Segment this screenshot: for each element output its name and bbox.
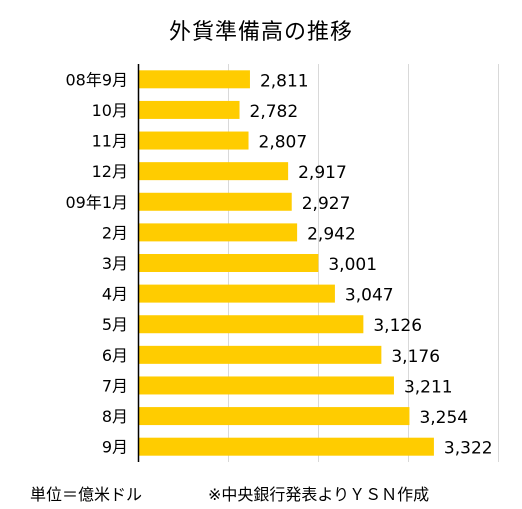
category-label: 6月 [102, 346, 128, 365]
value-label: 3,047 [345, 286, 394, 306]
value-label: 2,807 [259, 133, 308, 153]
bar [138, 376, 394, 395]
category-label: 09年1月 [65, 193, 128, 212]
value-label: 3,322 [444, 439, 493, 459]
bar [138, 131, 249, 150]
value-label: 2,927 [302, 194, 351, 214]
bar [138, 284, 335, 303]
category-label: 5月 [102, 315, 128, 334]
category-label: 10月 [92, 101, 128, 120]
category-label: 08年9月 [65, 70, 128, 89]
value-label: 2,942 [307, 224, 356, 244]
value-label: 3,254 [419, 408, 468, 428]
bar [138, 100, 240, 119]
bar [138, 70, 250, 89]
value-label: 3,176 [391, 347, 440, 367]
value-label: 2,811 [260, 71, 309, 91]
category-label: 9月 [102, 438, 128, 457]
source-note: ※中央銀行発表よりＹＳＮ作成 [208, 485, 430, 504]
bar [138, 192, 292, 211]
bar [138, 223, 298, 242]
category-label: 7月 [102, 376, 128, 395]
value-label: 3,211 [404, 377, 453, 397]
bar [138, 315, 364, 334]
category-label: 8月 [102, 407, 128, 426]
bar [138, 437, 434, 456]
bar [138, 345, 382, 364]
value-label: 2,917 [298, 163, 347, 183]
chart-title: 外貨準備高の推移 [168, 20, 353, 45]
category-label: 3月 [102, 254, 128, 273]
bar [138, 254, 319, 272]
unit-note: 単位＝億米ドル [30, 485, 143, 504]
category-label: 2月 [102, 223, 128, 242]
bar [138, 162, 289, 181]
category-label: 11月 [92, 132, 128, 151]
bar [138, 407, 410, 426]
category-label: 4月 [102, 285, 128, 304]
value-label: 2,782 [250, 102, 299, 122]
value-label: 3,126 [373, 316, 422, 336]
value-label: 3,001 [328, 255, 377, 275]
category-label: 12月 [92, 162, 128, 181]
